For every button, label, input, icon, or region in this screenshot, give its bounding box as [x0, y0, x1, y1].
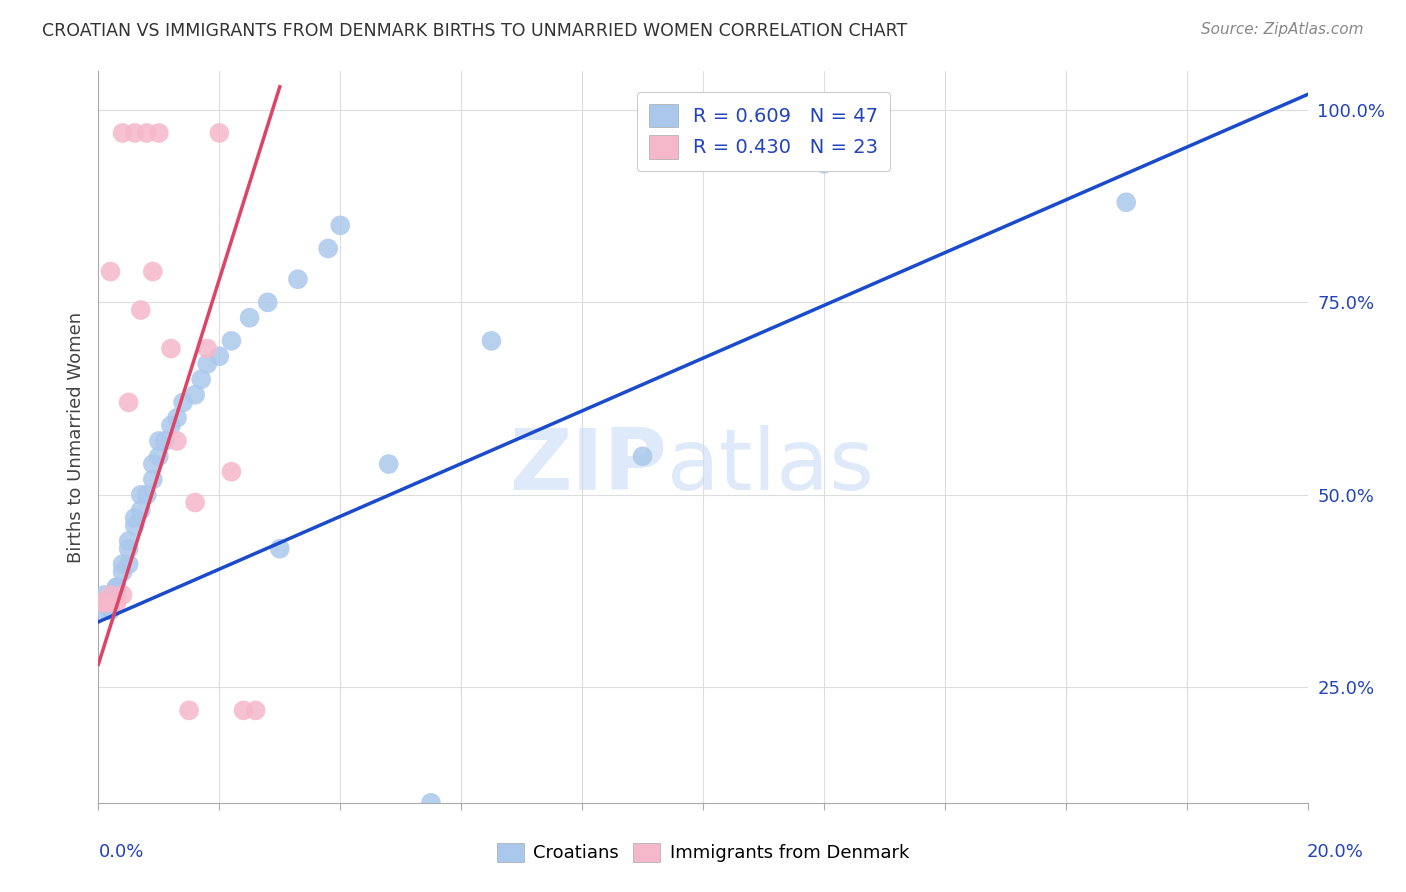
Point — [96, 596, 118, 610]
Point — [329, 219, 352, 233]
Point — [129, 488, 152, 502]
Point — [93, 603, 115, 617]
Y-axis label: Births to Unmarried Women: Births to Unmarried Women — [66, 311, 84, 563]
Point — [129, 503, 152, 517]
Point — [481, 334, 503, 348]
Point — [111, 126, 134, 140]
Point — [631, 450, 654, 464]
Point — [111, 557, 134, 571]
Point — [90, 596, 112, 610]
Point — [100, 264, 122, 278]
Point — [90, 596, 112, 610]
Point — [118, 557, 141, 571]
Point — [148, 434, 170, 448]
Point — [195, 357, 218, 371]
Point — [93, 588, 115, 602]
Point — [103, 588, 125, 602]
Point — [208, 126, 231, 140]
Point — [124, 518, 146, 533]
Point — [118, 534, 141, 549]
Point — [172, 395, 194, 409]
Point — [1115, 195, 1137, 210]
Point — [184, 388, 207, 402]
Point — [160, 342, 183, 356]
Point — [232, 703, 254, 717]
Text: atlas: atlas — [666, 425, 875, 508]
Point — [166, 434, 188, 448]
Point — [100, 596, 122, 610]
Point — [221, 465, 243, 479]
Text: Source: ZipAtlas.com: Source: ZipAtlas.com — [1201, 22, 1364, 37]
Point — [148, 126, 170, 140]
Point — [142, 264, 165, 278]
Point — [239, 310, 262, 325]
Point — [111, 565, 134, 579]
Point — [100, 596, 122, 610]
Point — [105, 588, 128, 602]
Point — [124, 511, 146, 525]
Point — [118, 395, 141, 409]
Point — [93, 596, 115, 610]
Point — [96, 596, 118, 610]
Point — [105, 596, 128, 610]
Point — [195, 342, 218, 356]
Point — [287, 272, 309, 286]
Point — [142, 472, 165, 486]
Point — [256, 295, 278, 310]
Point — [184, 495, 207, 509]
Point — [377, 457, 399, 471]
Legend: R = 0.609   N = 47, R = 0.430   N = 23: R = 0.609 N = 47, R = 0.430 N = 23 — [637, 92, 890, 170]
Point — [813, 157, 835, 171]
Point — [245, 703, 267, 717]
Point — [105, 580, 128, 594]
Legend: Croatians, Immigrants from Denmark: Croatians, Immigrants from Denmark — [489, 836, 917, 870]
Text: ZIP: ZIP — [509, 425, 666, 508]
Point — [142, 457, 165, 471]
Point — [269, 541, 291, 556]
Point — [93, 596, 115, 610]
Point — [166, 410, 188, 425]
Text: CROATIAN VS IMMIGRANTS FROM DENMARK BIRTHS TO UNMARRIED WOMEN CORRELATION CHART: CROATIAN VS IMMIGRANTS FROM DENMARK BIRT… — [42, 22, 907, 40]
Point — [124, 126, 146, 140]
Point — [100, 603, 122, 617]
Point — [111, 588, 134, 602]
Point — [105, 580, 128, 594]
Point — [208, 349, 231, 363]
Point — [190, 372, 212, 386]
Point — [118, 541, 141, 556]
Point — [135, 488, 157, 502]
Point — [135, 126, 157, 140]
Point — [160, 418, 183, 433]
Point — [129, 303, 152, 318]
Point — [316, 242, 339, 256]
Point — [148, 450, 170, 464]
Point — [221, 334, 243, 348]
Point — [420, 796, 443, 810]
Text: 20.0%: 20.0% — [1308, 843, 1364, 861]
Text: 0.0%: 0.0% — [98, 843, 143, 861]
Point — [179, 703, 201, 717]
Point — [153, 434, 176, 448]
Point — [100, 588, 122, 602]
